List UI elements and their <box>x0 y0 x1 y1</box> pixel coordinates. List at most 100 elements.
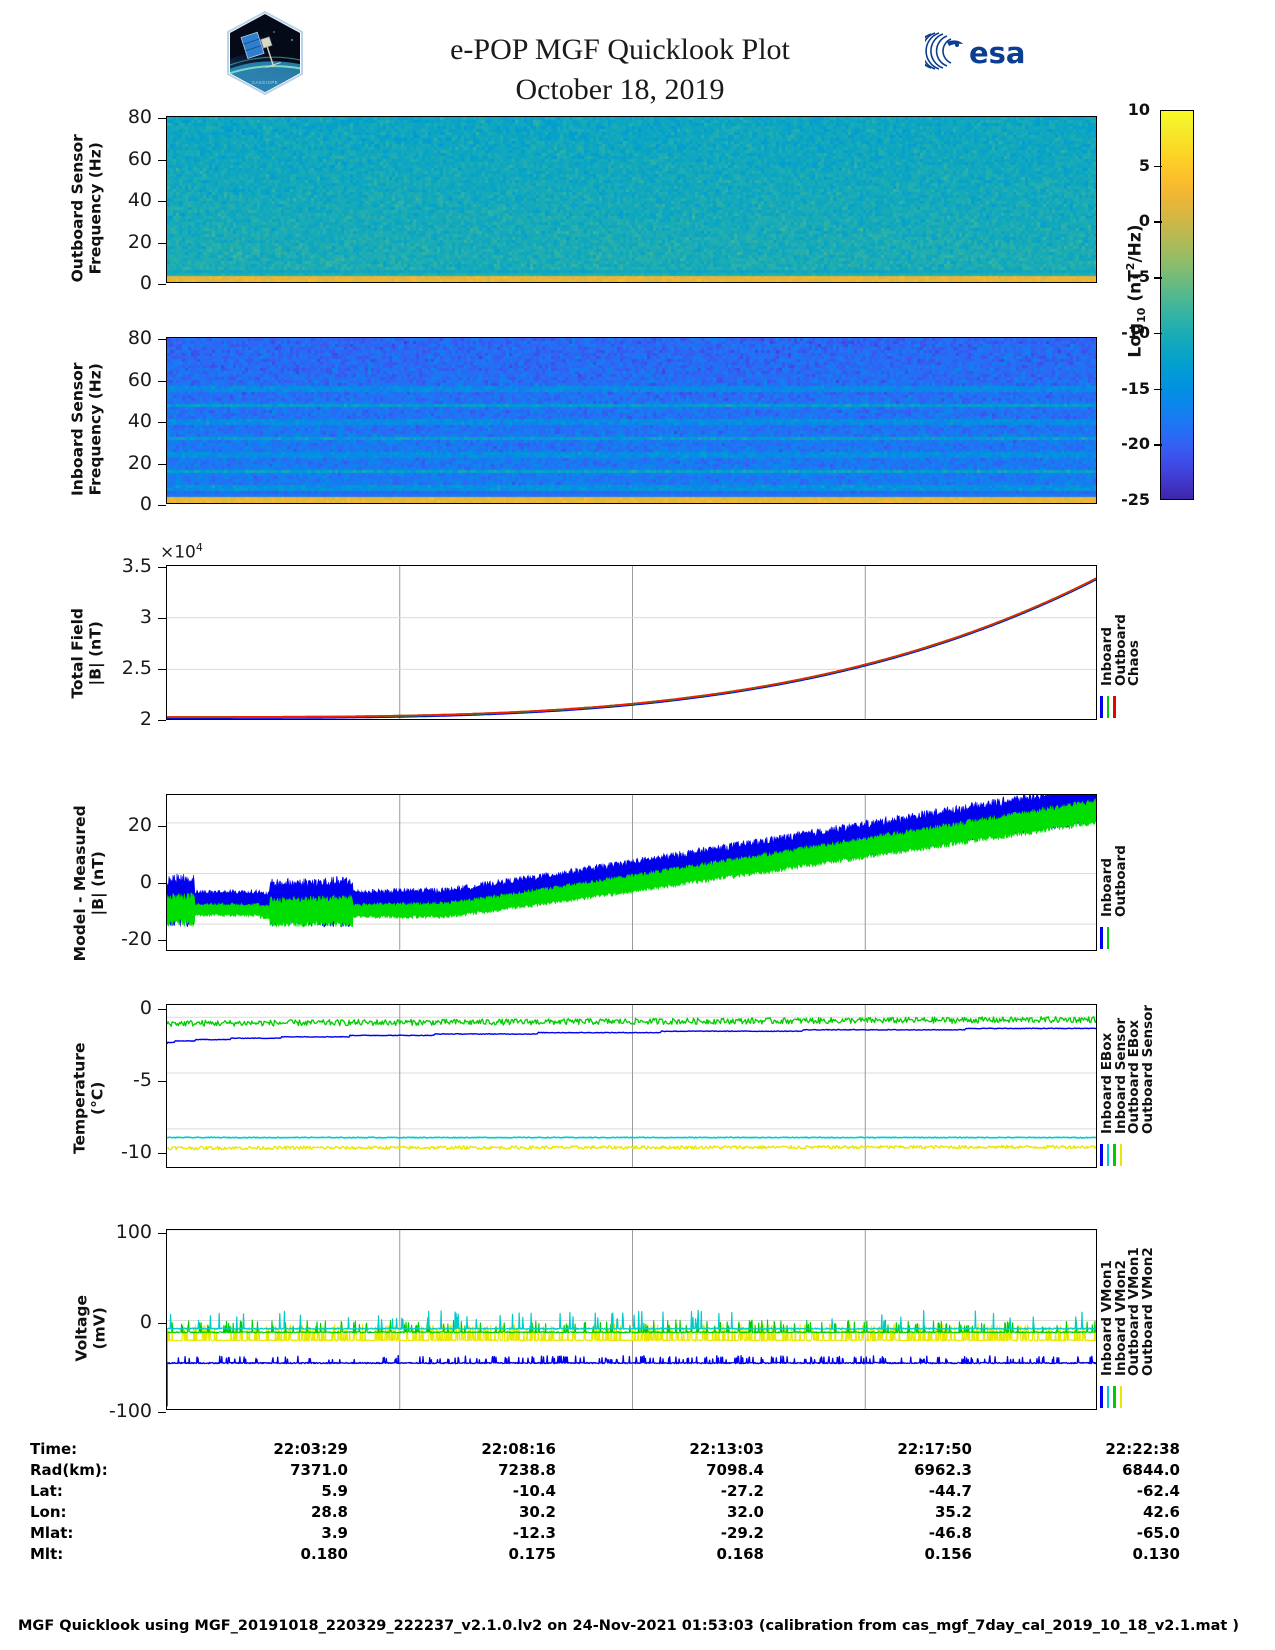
model-minus-measured-legend: Inboard Outboard <box>1098 794 1168 951</box>
panel-voltage-ylabel-line1: Voltage <box>72 1294 91 1362</box>
ephemeris-mlt-4: 0.130 <box>1132 1544 1180 1563</box>
ephemeris-lon-3: 35.2 <box>934 1502 972 1521</box>
outboard-spectrogram-image <box>167 117 1096 282</box>
temperature-legend-swatch-2 <box>1113 1144 1116 1166</box>
voltage-legend-swatch-0 <box>1100 1386 1103 1408</box>
panel-voltage[interactable] <box>166 1229 1097 1410</box>
panel-total-field-yticks: 3.5 3 2.5 2 <box>100 555 166 730</box>
model-ytick-mark-0 <box>158 826 166 828</box>
ephemeris-lat-1: -10.4 <box>512 1481 556 1500</box>
outboard-ytick-2: 40 <box>127 189 152 211</box>
inboard-ytick-mark-3 <box>158 463 166 465</box>
ephemeris-row: Lon: 28.8 30.2 32.0 35.2 42.6 <box>30 1501 1180 1522</box>
ephemeris-mlat-0: 3.9 <box>321 1523 348 1542</box>
colorbar-axis-label: Log10 (nT2/Hz) <box>1124 201 1148 381</box>
total-field-legend-label-2: Chaos <box>1126 640 1142 686</box>
model-ytick-1: 0 <box>139 871 152 893</box>
temperature-legend-swatch-3 <box>1119 1144 1122 1166</box>
page-title-line2: October 18, 2019 <box>515 72 725 106</box>
temperature-ytick-mark-0 <box>158 1009 166 1011</box>
panel-model-yticks: 20 0 -20 <box>100 784 166 961</box>
colorbar <box>1160 110 1194 500</box>
ephemeris-mlat-2: -29.2 <box>720 1523 764 1542</box>
voltage-ytick-0: 100 <box>115 1221 152 1243</box>
total-field-exponent-base: ×10 <box>160 542 196 563</box>
temperature-ytick-mark-2 <box>158 1153 166 1155</box>
panel-inboard-yticks: 80 60 40 20 0 <box>108 327 166 517</box>
total-field-ytick-1: 3 <box>139 606 152 628</box>
panel-outboard-ylabel-line1: Outboard Sensor <box>68 134 87 283</box>
ephemeris-mlat-4: -65.0 <box>1136 1523 1180 1542</box>
total-field-legend-swatch-2 <box>1113 696 1116 718</box>
ephemeris-row-label-mlat: Mlat: <box>30 1523 74 1542</box>
page-title: e-POP MGF Quicklook Plot October 18, 201… <box>300 30 940 110</box>
temperature-legend-label-3: Outboard Sensor <box>1139 1004 1156 1134</box>
panel-temperature-yticks: 0 -5 -10 <box>100 994 166 1178</box>
total-field-legend: Inboard Outboard Chaos <box>1098 565 1168 720</box>
model-ytick-0: 20 <box>127 814 152 836</box>
colorbar-tick-2: 0 <box>1138 211 1150 231</box>
total-field-plot <box>167 566 1096 719</box>
total-field-ytick-mark-1 <box>158 618 166 620</box>
total-field-ytick-mark-0 <box>158 567 166 569</box>
inboard-ytick-4: 0 <box>139 493 152 515</box>
colorbar-gradient <box>1161 111 1193 499</box>
model-ytick-mark-1 <box>158 883 166 885</box>
panel-model-ylabel-line1: Model - Measured <box>71 805 90 962</box>
ephemeris-row-label-mlt: Mlt: <box>30 1544 64 1563</box>
total-field-ytick-mark-2 <box>158 669 166 671</box>
ephemeris-rad-0: 7371.0 <box>290 1460 348 1479</box>
inboard-ytick-mark-0 <box>158 339 166 341</box>
colorbar-tickmark-3 <box>1154 277 1162 279</box>
model-measured-outboard <box>167 798 1096 928</box>
colorbar-tickmark-2 <box>1154 221 1162 224</box>
voltage-ytick-mark-2 <box>158 1412 166 1414</box>
inboard-ytick-0: 80 <box>127 327 152 349</box>
total-field-ytick-0: 3.5 <box>121 555 152 577</box>
panel-outboard-spectrogram[interactable] <box>166 116 1097 283</box>
total-field-exponent: ×104 <box>160 541 203 563</box>
voltage-outboard-vmon1 <box>167 1319 1096 1407</box>
panel-inboard-spectrogram[interactable] <box>166 337 1097 504</box>
voltage-legend-swatch-3 <box>1119 1386 1122 1408</box>
panel-outboard-yticks: 80 60 40 20 0 <box>108 106 166 296</box>
panel-temperature[interactable] <box>166 1004 1097 1168</box>
model-minus-measured-plot <box>167 795 1096 950</box>
temperature-legend-swatch-1 <box>1106 1144 1109 1166</box>
colorbar-tickmark-5 <box>1154 388 1162 391</box>
voltage-plot <box>167 1230 1096 1409</box>
outboard-ytick-0: 80 <box>127 106 152 128</box>
outboard-ytick-mark-2 <box>158 201 166 203</box>
temperature-legend: Inboard EBox Inboard Sensor Outboard EBox O… <box>1098 1004 1168 1168</box>
ephemeris-row: Time: 22:03:29 22:08:16 22:13:03 22:17:50 22:… <box>30 1438 1180 1459</box>
voltage-ytick-mark-0 <box>158 1233 166 1235</box>
total-field-ytick-mark-3 <box>158 720 166 722</box>
model-legend-swatches <box>1100 927 1109 949</box>
ephemeris-mlt-3: 0.156 <box>924 1544 972 1563</box>
model-legend-swatch-1 <box>1106 927 1109 949</box>
temp-inboard-sensor <box>167 1136 1096 1139</box>
panel-outboard-ylabel-line2: Frequency (Hz) <box>87 142 105 275</box>
ephemeris-rad-1: 7238.8 <box>498 1460 556 1479</box>
voltage-legend-swatch-1 <box>1106 1386 1109 1408</box>
panel-total-field[interactable] <box>166 565 1097 720</box>
ephemeris-rad-2: 7098.4 <box>706 1460 764 1479</box>
ephemeris-rad-4: 6844.0 <box>1122 1460 1180 1479</box>
voltage-legend-label-3: Outboard VMon2 <box>1139 1247 1156 1376</box>
outboard-ytick-mark-3 <box>158 242 166 244</box>
panel-model-minus-measured[interactable] <box>166 794 1097 951</box>
footer-provenance-note: MGF Quicklook using MGF_20191018_220329_… <box>18 1618 1240 1634</box>
svg-text:CASSIOPE: CASSIOPE <box>252 80 278 85</box>
esa-logo: esa <box>915 30 1045 70</box>
outboard-ytick-1: 60 <box>127 147 152 170</box>
colorbar-tickmark-6 <box>1154 444 1162 446</box>
ephemeris-rad-3: 6962.3 <box>914 1460 972 1479</box>
ephemeris-row: Lat: 5.9 -10.4 -27.2 -44.7 -62.4 <box>30 1480 1180 1501</box>
colorbar-tickmark-1 <box>1154 165 1162 168</box>
model-ytick-mark-2 <box>158 940 166 942</box>
ephemeris-lat-4: -62.4 <box>1136 1481 1180 1500</box>
colorbar-tick-4: -10 <box>1121 322 1150 342</box>
colorbar-tick-5: -15 <box>1121 378 1150 398</box>
ephemeris-time-0: 22:03:29 <box>273 1439 348 1458</box>
total-field-legend-swatch-0 <box>1100 696 1103 718</box>
